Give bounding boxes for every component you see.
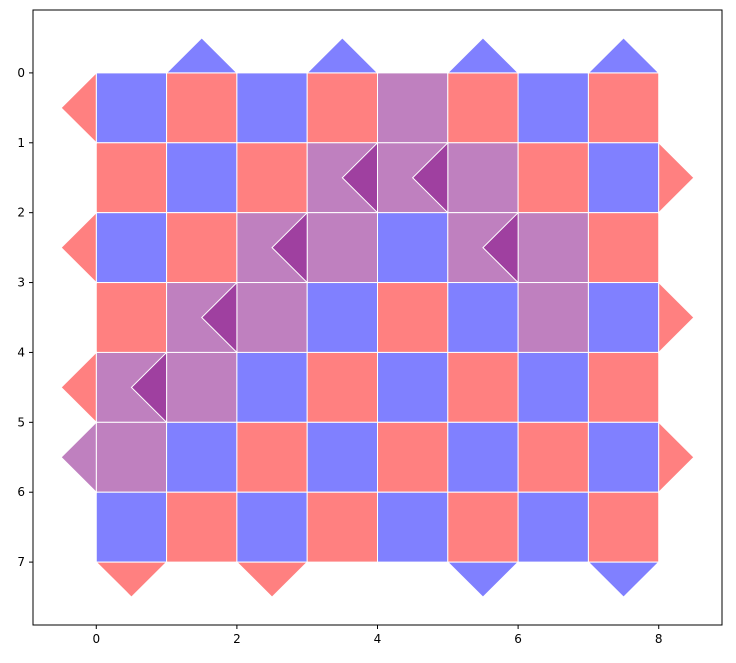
tile <box>587 351 660 423</box>
tile <box>236 142 308 214</box>
tile <box>517 351 589 423</box>
tile <box>377 491 449 563</box>
tile <box>517 421 589 493</box>
x-tick-label: 6 <box>514 632 522 646</box>
triangle <box>60 351 97 424</box>
tile <box>95 142 168 214</box>
triangle <box>165 37 239 74</box>
tile <box>447 421 519 493</box>
triangle <box>60 421 97 494</box>
triangle <box>60 211 97 284</box>
tile <box>377 282 449 353</box>
tile <box>447 142 519 214</box>
triangle <box>271 211 308 284</box>
x-tick-label: 0 <box>92 632 100 646</box>
tile <box>95 72 168 144</box>
triangle <box>587 37 660 74</box>
triangle <box>411 141 449 214</box>
tile <box>377 72 449 144</box>
tile <box>166 351 238 423</box>
triangle <box>446 561 520 598</box>
y-tick-label: 5 <box>17 415 25 429</box>
y-tick-label: 3 <box>17 276 25 290</box>
triangle <box>658 421 695 494</box>
tile <box>447 282 519 353</box>
triangle <box>658 281 695 354</box>
tile <box>517 491 589 563</box>
tile <box>587 491 660 563</box>
tile <box>587 142 660 214</box>
triangle <box>305 37 379 74</box>
tile <box>306 72 378 144</box>
triangle <box>658 141 695 214</box>
tile <box>587 212 660 284</box>
y-tick-label: 2 <box>17 206 25 220</box>
triangle <box>235 561 309 598</box>
tile <box>587 282 660 353</box>
tile <box>306 491 378 563</box>
tile <box>166 72 238 144</box>
tile <box>377 421 449 493</box>
tile <box>95 491 168 563</box>
tile <box>236 491 308 563</box>
tile <box>236 72 308 144</box>
tile <box>377 351 449 423</box>
tile <box>166 142 238 214</box>
triangle <box>60 71 97 144</box>
tile <box>95 282 168 353</box>
tile <box>306 212 378 284</box>
triangle <box>587 561 660 598</box>
tile <box>517 212 589 284</box>
triangle <box>482 211 519 284</box>
tile <box>95 212 168 284</box>
tile <box>236 351 308 423</box>
tile <box>447 351 519 423</box>
triangle <box>95 561 168 598</box>
x-tick-label: 2 <box>233 632 241 646</box>
tile <box>377 212 449 284</box>
tile <box>517 142 589 214</box>
tile <box>447 491 519 563</box>
tile <box>166 212 238 284</box>
tile <box>517 282 589 353</box>
x-tick-label: 8 <box>655 632 663 646</box>
y-tick-label: 4 <box>17 345 25 359</box>
tile <box>306 421 378 493</box>
y-tick-label: 6 <box>17 485 25 499</box>
y-tick-label: 1 <box>17 136 25 150</box>
y-tick-label: 0 <box>17 66 25 80</box>
triangle <box>446 37 520 74</box>
tile <box>447 72 519 144</box>
x-tick-label: 4 <box>374 632 382 646</box>
tile <box>587 72 660 144</box>
tile <box>587 421 660 493</box>
tile <box>166 421 238 493</box>
tile <box>306 282 378 353</box>
tile <box>236 421 308 493</box>
triangle <box>341 141 378 214</box>
tile <box>236 282 308 353</box>
y-tick-label: 7 <box>17 555 25 569</box>
tile <box>306 351 378 423</box>
tile <box>95 421 168 493</box>
triangle <box>130 351 168 424</box>
tile <box>517 72 589 144</box>
tile <box>166 491 238 563</box>
triangle <box>201 281 238 354</box>
